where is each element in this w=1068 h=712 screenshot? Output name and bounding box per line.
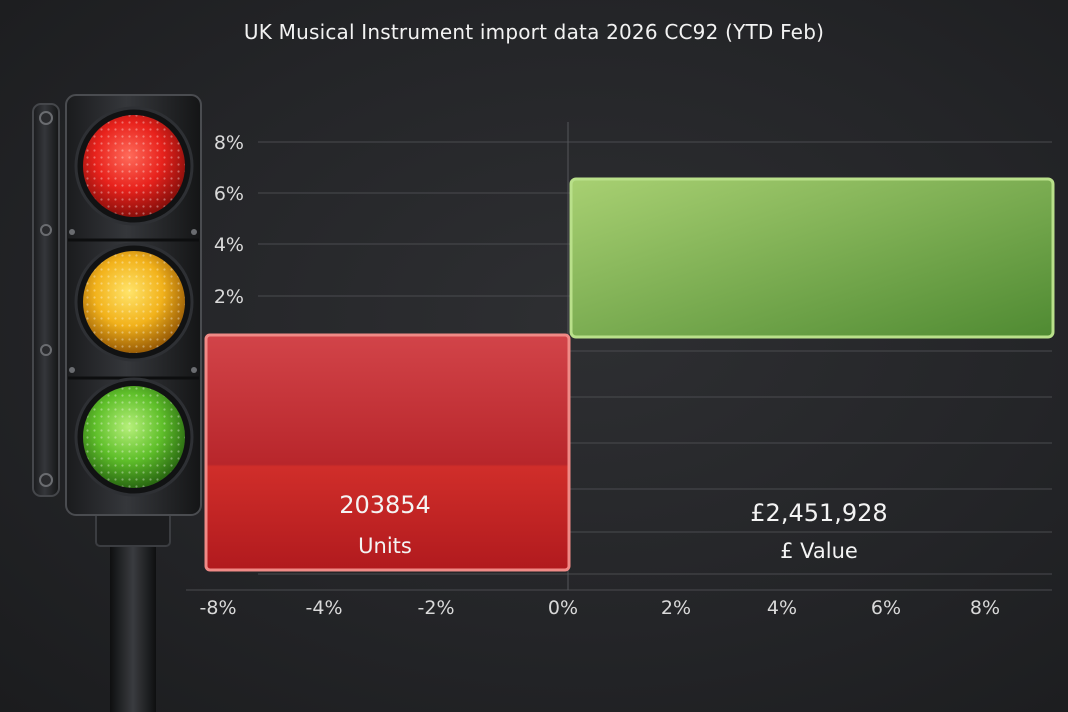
x-axis-ticks: -8% -4% -2% 0% 2% 4% 6% 8% — [200, 597, 1001, 619]
units-bar — [204, 333, 571, 572]
x-tick-label: 4% — [767, 597, 797, 619]
value-value-label: £2,451,928 — [750, 499, 887, 527]
x-tick-label: 0% — [548, 597, 578, 619]
y-tick-label: 6% — [214, 183, 244, 205]
value-category-label: £ Value — [780, 539, 858, 563]
y-axis-ticks: 8% 6% 4% 2% — [214, 132, 244, 308]
x-tick-label: -8% — [200, 597, 237, 619]
y-tick-label: 8% — [214, 132, 244, 154]
x-tick-label: -4% — [306, 597, 343, 619]
units-value-label: 203854 — [339, 491, 431, 519]
x-tick-label: -2% — [418, 597, 455, 619]
bracket-bolt — [40, 344, 52, 356]
value-bar — [569, 177, 1055, 339]
units-category-label: Units — [358, 534, 412, 558]
bracket-bolt — [39, 111, 53, 125]
bracket-bolt — [40, 224, 52, 236]
x-tick-label: 6% — [871, 597, 901, 619]
x-tick-label: 2% — [661, 597, 691, 619]
x-tick-label: 8% — [970, 597, 1000, 619]
traffic-light-bracket — [32, 103, 60, 497]
traffic-light-icon — [32, 94, 202, 712]
bracket-bolt — [39, 473, 53, 487]
bars — [204, 177, 1055, 572]
y-tick-label: 4% — [214, 234, 244, 256]
traffic-light-pole — [110, 540, 156, 712]
traffic-light-collar — [95, 511, 171, 547]
chart-title: UK Musical Instrument import data 2026 C… — [243, 20, 825, 44]
y-tick-label: 2% — [214, 286, 244, 308]
bar-labels: 203854 Units £2,451,928 £ Value — [339, 491, 888, 563]
